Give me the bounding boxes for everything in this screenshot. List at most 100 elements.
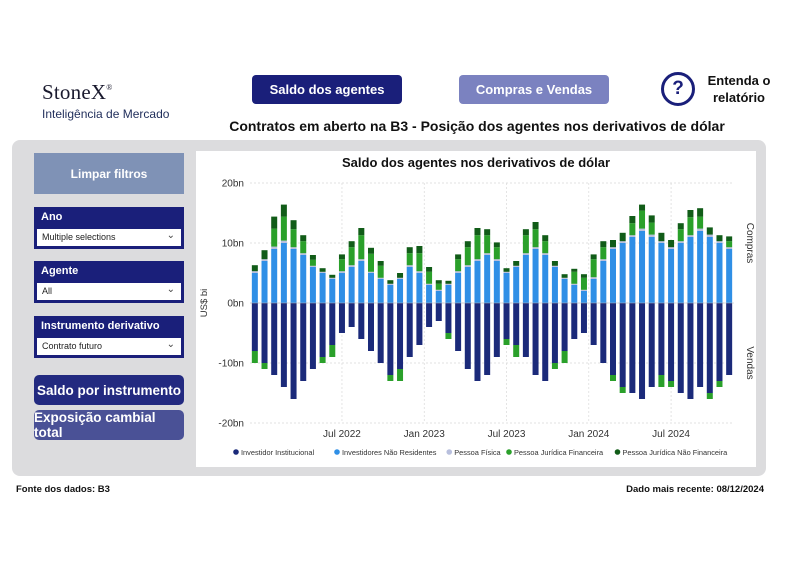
- bar-segment: [726, 241, 733, 248]
- bar-segment: [426, 303, 433, 327]
- bar-segment: [561, 279, 568, 303]
- bar-segment: [726, 303, 733, 375]
- bar-segment: [464, 241, 471, 248]
- bar-segment: [648, 215, 655, 223]
- bar-segment: [367, 253, 375, 272]
- instrumento-dropdown[interactable]: Contrato futuro ⌄: [37, 338, 181, 355]
- bar-segment: [629, 237, 636, 303]
- bar-segment: [668, 381, 675, 387]
- bar-segment: [367, 247, 375, 254]
- bar-segment: [600, 259, 607, 261]
- compras-label: Compras: [744, 223, 755, 264]
- bar-segment: [435, 283, 442, 290]
- bar-segment: [300, 235, 307, 242]
- bar-segment: [532, 222, 539, 230]
- bar-segment: [716, 241, 723, 243]
- compras-e-vendas-button[interactable]: Compras e Vendas: [459, 75, 609, 104]
- bar-segment: [522, 253, 529, 255]
- bar-segment: [580, 303, 587, 333]
- bar-segment: [639, 228, 646, 231]
- agente-dropdown[interactable]: All ⌄: [37, 283, 181, 300]
- bar-segment: [358, 303, 365, 339]
- bar-segment: [706, 237, 713, 303]
- ano-dropdown[interactable]: Multiple selections ⌄: [37, 229, 181, 246]
- bar-segment: [522, 255, 529, 303]
- exposicao-cambial-total-button[interactable]: Exposição cambial total: [34, 410, 184, 440]
- bar-segment: [648, 237, 655, 303]
- bar-segment: [687, 210, 694, 218]
- bar-segment: [484, 229, 491, 236]
- bar-segment: [464, 247, 471, 266]
- data-source: Fonte dos dados: B3: [16, 484, 110, 495]
- bar-segment: [387, 280, 394, 284]
- bar-segment: [455, 271, 462, 273]
- bar-segment: [503, 271, 510, 273]
- bar-segment: [716, 243, 723, 303]
- bar-segment: [551, 303, 558, 363]
- help-button[interactable]: ? Entenda o relatório: [661, 72, 775, 106]
- bar-segment: [706, 393, 713, 399]
- bar-segment: [300, 255, 307, 303]
- bar-segment: [542, 303, 549, 381]
- bar-segment: [629, 303, 636, 393]
- x-tick-label: Jul 2023: [488, 429, 526, 440]
- bar-segment: [464, 267, 471, 303]
- bar-segment: [658, 232, 665, 242]
- saldo-por-instrumento-button[interactable]: Saldo por instrumento: [34, 375, 184, 405]
- bar-segment: [513, 261, 520, 266]
- bar-segment: [677, 229, 684, 242]
- legend-marker: [446, 449, 453, 455]
- bar-segment: [580, 289, 587, 291]
- bar-segment: [619, 387, 626, 393]
- bar-segment: [261, 259, 268, 261]
- filter-ano: Ano Multiple selections ⌄: [34, 207, 184, 249]
- bar-segment: [484, 253, 491, 255]
- bar-segment: [668, 240, 675, 248]
- bar-segment: [251, 273, 258, 303]
- bar-segment: [609, 303, 617, 375]
- bar-segment: [503, 273, 510, 303]
- bar-segment: [493, 247, 500, 260]
- bar-segment: [319, 303, 326, 357]
- bar-segment: [600, 261, 607, 303]
- bar-segment: [513, 345, 520, 357]
- saldo-dos-agentes-button[interactable]: Saldo dos agentes: [252, 75, 402, 104]
- bar-segment: [503, 303, 510, 339]
- bar-segment: [455, 259, 462, 272]
- bar-segment: [397, 279, 404, 303]
- bar-segment: [668, 303, 675, 381]
- bar-segment: [319, 268, 326, 272]
- bar-segment: [348, 303, 355, 327]
- bar-segment: [387, 285, 394, 303]
- bar-segment: [319, 357, 326, 363]
- bar-segment: [358, 261, 365, 303]
- bar-segment: [619, 243, 626, 303]
- bar-segment: [697, 228, 704, 231]
- brand-logo: StoneX® Inteligência de Mercado: [42, 80, 169, 121]
- bar-segment: [280, 216, 287, 241]
- latest-data-date: Dado mais recente: 08/12/2024: [626, 484, 764, 495]
- bar-segment: [445, 285, 452, 303]
- bar-segment: [600, 241, 607, 248]
- bar-segment: [484, 235, 491, 254]
- bar-segment: [513, 265, 520, 267]
- clear-filters-button[interactable]: Limpar filtros: [34, 153, 184, 194]
- bar-segment: [542, 241, 549, 254]
- filter-label: Instrumento derivativo: [41, 320, 160, 332]
- bar-segment: [474, 259, 481, 261]
- bar-segment: [290, 249, 297, 303]
- filter-label: Ano: [41, 211, 63, 223]
- bar-segment: [697, 303, 704, 387]
- bar-segment: [329, 345, 336, 357]
- bar-segment: [571, 283, 578, 285]
- legend-label: Investidor Institucional: [241, 448, 314, 457]
- bar-segment: [493, 242, 500, 248]
- bar-segment: [513, 267, 520, 303]
- bar-segment: [677, 223, 684, 230]
- bar-segment: [358, 228, 365, 236]
- bar-segment: [329, 303, 336, 345]
- page-title: Contratos em aberto na B3 - Posição dos …: [229, 118, 725, 134]
- legend-label: Investidores Não Residentes: [342, 448, 437, 457]
- bar-segment: [716, 235, 723, 242]
